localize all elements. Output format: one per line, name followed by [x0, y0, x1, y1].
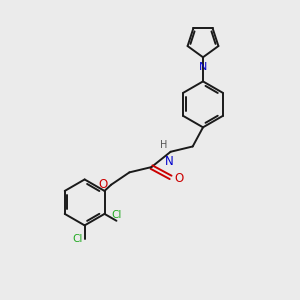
Text: O: O — [174, 172, 184, 185]
Text: N: N — [199, 62, 207, 72]
Text: Cl: Cl — [111, 210, 122, 220]
Text: N: N — [165, 155, 174, 168]
Text: H: H — [160, 140, 167, 150]
Text: O: O — [98, 178, 108, 191]
Text: Cl: Cl — [72, 234, 82, 244]
